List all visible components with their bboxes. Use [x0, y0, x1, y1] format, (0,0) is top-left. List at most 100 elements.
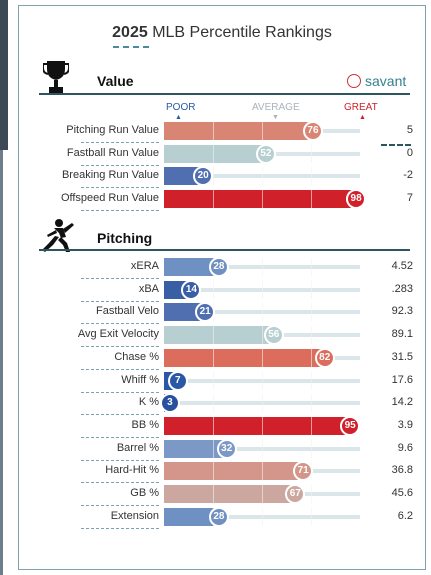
- percentile-bar-pitching-run-value: [164, 122, 313, 140]
- grid-line: [311, 439, 312, 458]
- grid-line: [311, 371, 312, 390]
- grid-line: [213, 394, 214, 413]
- percentile-bar-fastball-velo: [164, 303, 206, 322]
- stat-value-bb: 3.9: [397, 418, 413, 431]
- grid-line: [262, 439, 263, 458]
- stat-value-k: 14.2: [391, 396, 413, 409]
- stat-value-pitching-run-value: 5: [406, 124, 413, 136]
- grid-line: [213, 167, 214, 185]
- grid-line: [213, 189, 214, 208]
- percentile-row-avg-exit-velocity[interactable]: Avg Exit Velocity 56 89.1: [19, 325, 427, 348]
- percentile-badge-breaking-run-value: 20: [193, 166, 214, 186]
- percentile-row-pitching-run-value[interactable]: Pitching Run Value 76 5: [19, 121, 427, 143]
- grid-line: [213, 462, 214, 481]
- row-label-xba: xBA: [138, 282, 159, 295]
- percentile-row-barrel[interactable]: Barrel % 32 9.6: [19, 438, 427, 461]
- grid-line: [311, 189, 312, 208]
- row-label-fastball-velo: Fastball Velo: [96, 305, 159, 318]
- percentile-row-fastball-velo[interactable]: Fastball Velo 21 92.3: [19, 302, 427, 325]
- percentile-row-k[interactable]: K % 3 14.2: [19, 393, 427, 416]
- row-divider: [81, 482, 159, 484]
- row-label-xera: xERA: [130, 260, 159, 272]
- grid-line: [213, 348, 214, 367]
- grid-line: [213, 485, 214, 503]
- grid-line: [262, 462, 263, 481]
- percentile-badge-extension: 28: [208, 506, 229, 527]
- baseball-icon: [347, 74, 361, 88]
- percentile-row-offspeed-run-value[interactable]: Offspeed Run Value 98 7: [19, 188, 427, 211]
- grid-line: [262, 189, 263, 208]
- percentile-badge-barrel: 32: [216, 438, 237, 459]
- row-label-whiff: Whiff %: [121, 373, 159, 386]
- percentile-bar-chase: [164, 348, 325, 367]
- row-divider: [81, 187, 159, 188]
- percentile-row-xera[interactable]: xERA 28 4.52: [19, 257, 427, 279]
- percentile-bar-fastball-run-value: [164, 144, 266, 163]
- row-divider: [81, 164, 159, 166]
- row-label-breaking-run-value: Breaking Run Value: [61, 169, 159, 181]
- stat-value-fastball-velo: 92.3: [391, 305, 413, 318]
- row-divider: [81, 368, 159, 370]
- legend-poor-arrow: ▲: [175, 114, 182, 121]
- percentile-bar-avg-exit-velocity: [164, 326, 274, 345]
- percentile-row-bb[interactable]: BB % 95 3.9: [19, 415, 427, 438]
- row-divider: [81, 527, 159, 529]
- stat-value-offspeed-run-value: 7: [406, 191, 413, 204]
- stat-value-whiff: 17.6: [391, 373, 413, 386]
- grid-line: [262, 507, 263, 526]
- legend-poor: POOR ▲: [166, 102, 196, 121]
- stat-value-extension: 6.2: [397, 509, 413, 522]
- percentile-badge-offspeed-run-value: 98: [346, 188, 367, 209]
- percentile-badge-whiff: 7: [167, 370, 188, 391]
- percentile-row-xba[interactable]: xBA 14 .283: [19, 279, 427, 302]
- row-divider: [81, 414, 159, 416]
- legend-average-arrow: ▼: [272, 114, 279, 121]
- percentile-badge-xera: 28: [208, 257, 229, 277]
- percentile-badge-bb: 95: [340, 415, 361, 436]
- percentile-badge-xba: 14: [181, 279, 202, 300]
- grid-line: [311, 507, 312, 526]
- legend-average: AVERAGE ▼: [252, 102, 300, 121]
- percentile-bar-barrel: [164, 439, 227, 458]
- grid-line: [311, 416, 312, 435]
- background-edge: [0, 0, 8, 150]
- percentile-row-gb[interactable]: GB % 67 45.6: [19, 484, 427, 506]
- card-title: 2025 MLB Percentile Rankings: [19, 24, 425, 42]
- grid-line: [262, 326, 263, 345]
- grid-line: [311, 326, 312, 345]
- grid-line: [213, 371, 214, 390]
- percentile-row-chase[interactable]: Chase % 82 31.5: [19, 347, 427, 370]
- grid-line: [213, 280, 214, 299]
- legend-poor-label: POOR: [166, 102, 196, 113]
- title-underline: [113, 46, 149, 48]
- trophy-icon: [43, 61, 69, 95]
- value-section-rule: [39, 93, 410, 95]
- percentile-row-breaking-run-value[interactable]: Breaking Run Value 20 -2: [19, 166, 427, 188]
- grid-line: [311, 485, 312, 503]
- percentile-bar-bb: [164, 416, 351, 435]
- stat-value-avg-exit-velocity: 89.1: [391, 328, 413, 341]
- percentile-row-fastball-run-value[interactable]: Fastball Run Value 52 0: [19, 143, 427, 166]
- pitching-section-title: Pitching: [97, 230, 153, 246]
- percentile-row-whiff[interactable]: Whiff % 7 17.6: [19, 370, 427, 393]
- row-divider: [81, 300, 159, 302]
- legend-great-arrow: ▲: [359, 114, 366, 121]
- row-label-barrel: Barrel %: [116, 441, 159, 454]
- savant-logo[interactable]: savant: [347, 73, 406, 89]
- grid-line: [262, 371, 263, 390]
- percentile-badge-fastball-run-value: 52: [255, 143, 276, 164]
- grid-line: [262, 416, 263, 435]
- row-label-fastball-run-value: Fastball Run Value: [66, 146, 159, 159]
- percentile-badge-pitching-run-value: 76: [302, 121, 323, 141]
- grid-line: [213, 144, 214, 163]
- percentile-badge-k: 3: [159, 393, 180, 414]
- percentile-bar-gb: [164, 485, 296, 503]
- stat-value-hard-hit: 36.8: [391, 464, 413, 477]
- row-divider: [81, 278, 159, 279]
- percentile-row-hard-hit[interactable]: Hard-Hit % 71 36.8: [19, 461, 427, 484]
- legend-great-label: GREAT: [344, 102, 378, 113]
- row-label-offspeed-run-value: Offspeed Run Value: [60, 191, 159, 204]
- percentile-row-extension[interactable]: Extension 28 6.2: [19, 506, 427, 529]
- grid-line: [311, 258, 312, 276]
- percentile-bar-extension: [164, 507, 219, 526]
